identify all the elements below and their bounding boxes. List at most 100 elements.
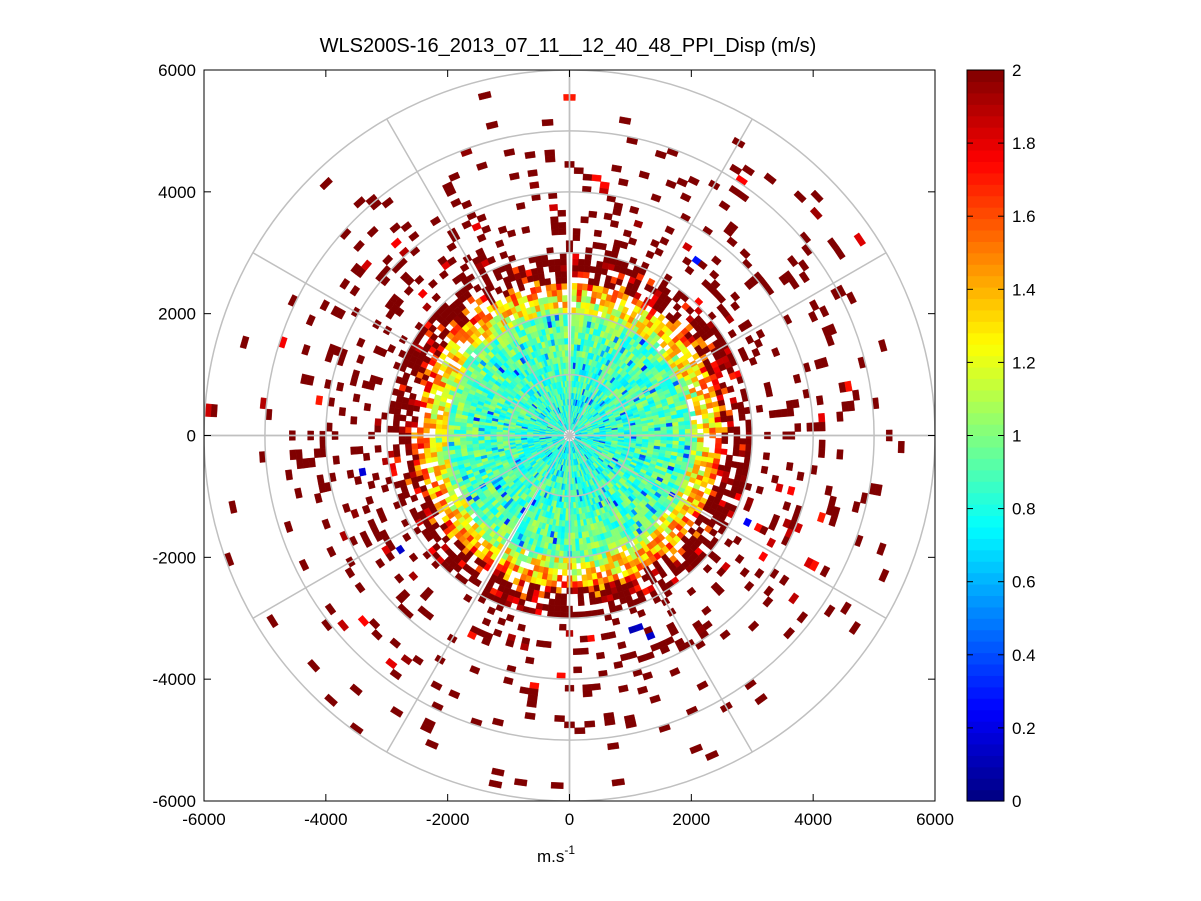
- data-cell: [393, 407, 402, 415]
- data-cell: [570, 526, 575, 534]
- data-cell: [768, 520, 778, 532]
- plot-area: -6000 -4000 -2000 0 2000 4000 6000 60004000200…: [153, 61, 954, 829]
- data-cell: [562, 562, 568, 570]
- data-cell: [818, 305, 830, 318]
- data-cell: [590, 296, 597, 305]
- data-cell: [571, 307, 577, 315]
- data-cell: [768, 410, 777, 419]
- data-cell: [678, 429, 686, 434]
- data-cell: [554, 715, 565, 723]
- chart-title: WLS200S-16_2013_07_11__12_40_48_PPI_Disp…: [320, 35, 817, 57]
- data-cell: [441, 437, 449, 443]
- data-cell: [745, 425, 753, 433]
- data-cell: [374, 425, 382, 433]
- data-cell: [550, 781, 564, 790]
- data-cell: [435, 423, 443, 430]
- data-cell: [690, 437, 698, 443]
- data-cell: [736, 401, 745, 410]
- data-cell: [690, 428, 698, 434]
- data-cell: [660, 426, 668, 431]
- data-cell: [285, 469, 293, 481]
- data-cell: [786, 485, 796, 496]
- data-cell: [598, 242, 607, 251]
- data-cell: [570, 532, 576, 540]
- data-cell: [755, 404, 764, 413]
- data-cell: [730, 301, 741, 312]
- data-cell: [584, 720, 596, 728]
- data-cell: [588, 591, 596, 599]
- data-cell: [818, 412, 826, 423]
- data-cell: [346, 469, 355, 479]
- data-cell: [563, 544, 568, 552]
- data-cell: [727, 329, 737, 339]
- data-cell: [745, 438, 753, 446]
- data-cell: [718, 200, 731, 212]
- data-cell: [352, 393, 361, 403]
- data-cell: [577, 271, 585, 278]
- data-cell: [363, 402, 372, 412]
- data-cell: [356, 446, 364, 455]
- data-cell: [405, 449, 413, 456]
- data-cell: [584, 259, 592, 267]
- data-cell: [332, 455, 340, 465]
- data-cell: [582, 690, 593, 698]
- data-cell: [526, 699, 538, 708]
- data-cell: [818, 421, 826, 432]
- data-cell: [295, 449, 303, 460]
- data-cell: [570, 514, 575, 522]
- data-cell: [808, 310, 819, 323]
- data-cell: [576, 295, 582, 303]
- data-cell: [711, 255, 722, 266]
- data-cell: [572, 264, 579, 272]
- data-cell: [541, 603, 549, 612]
- data-cell: [435, 446, 443, 453]
- data-cell: [748, 356, 758, 366]
- data-cell: [780, 408, 789, 418]
- data-cell: [736, 190, 750, 203]
- data-cell: [613, 202, 624, 211]
- data-cell: [571, 282, 578, 290]
- data-cell: [678, 425, 686, 431]
- data-cell: [453, 444, 461, 450]
- data-cell: [573, 666, 583, 674]
- data-cell: [555, 586, 562, 594]
- data-cell: [554, 593, 562, 600]
- data-cell: [796, 471, 805, 482]
- data-cell: [459, 437, 467, 442]
- data-cell: [563, 538, 568, 546]
- data-cell: [374, 445, 382, 453]
- data-cell: [571, 319, 576, 327]
- data-cell: [708, 422, 716, 429]
- data-cell: [570, 520, 575, 528]
- data-cell: [587, 579, 594, 587]
- data-cell: [519, 686, 530, 695]
- data-cell: [733, 443, 741, 451]
- data-cell: [742, 319, 753, 330]
- data-cell: [519, 642, 530, 652]
- data-cell: [587, 585, 595, 593]
- data-cell: [758, 551, 769, 562]
- data-cell: [836, 449, 844, 460]
- data-cell: [594, 590, 602, 599]
- data-cell: [424, 412, 432, 419]
- data-cell: [673, 319, 682, 329]
- data-cell: [738, 413, 746, 421]
- data-cell: [524, 712, 536, 720]
- data-cell: [753, 338, 763, 349]
- data-cell: [684, 265, 695, 276]
- data-cell: [424, 452, 432, 459]
- data-cell: [702, 423, 710, 429]
- data-cell: [585, 567, 592, 575]
- data-cell: [429, 446, 437, 453]
- data-cell: [678, 421, 686, 427]
- data-cell: [471, 430, 479, 435]
- data-cell: [828, 515, 838, 527]
- data-cell: [878, 339, 888, 353]
- data-cell: [715, 437, 723, 444]
- data-cell: [296, 458, 304, 470]
- data-cell: [571, 581, 578, 589]
- data-cell: [710, 279, 721, 290]
- data-cell: [654, 430, 662, 435]
- data-cell: [423, 447, 431, 454]
